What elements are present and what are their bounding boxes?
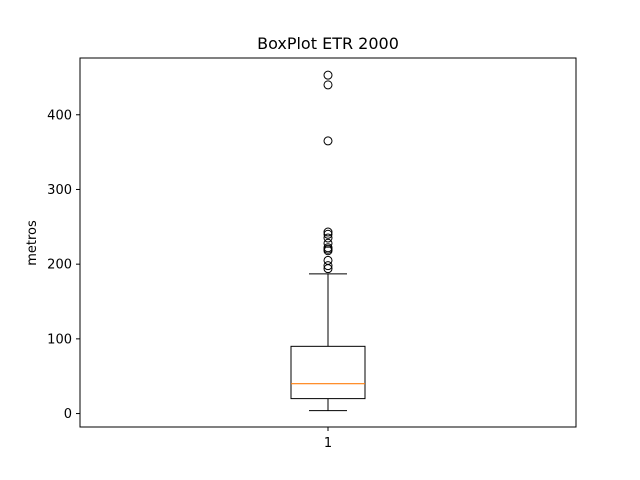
iqr-box xyxy=(290,345,366,400)
plot-area xyxy=(290,70,366,412)
outlier-point xyxy=(323,229,333,239)
y-tick-label: 200 xyxy=(47,258,72,273)
outlier-point xyxy=(323,238,333,248)
outlier-point xyxy=(323,243,333,253)
y-tick-label: 100 xyxy=(47,332,72,347)
outlier-point xyxy=(323,70,333,80)
y-tick-label: 0 xyxy=(64,407,72,422)
y-tick-label: 400 xyxy=(47,108,72,123)
x-tick-label: 1 xyxy=(324,436,332,451)
outlier-point xyxy=(323,80,333,90)
y-axis-label: metros xyxy=(25,220,40,266)
outlier-point xyxy=(323,261,333,271)
y-tick-label: 300 xyxy=(47,183,72,198)
outlier-point xyxy=(323,255,333,265)
outlier-point xyxy=(323,136,333,146)
outlier-point xyxy=(323,227,333,237)
chart-title: BoxPlot ETR 2000 xyxy=(257,34,399,53)
outlier-point xyxy=(323,233,333,243)
